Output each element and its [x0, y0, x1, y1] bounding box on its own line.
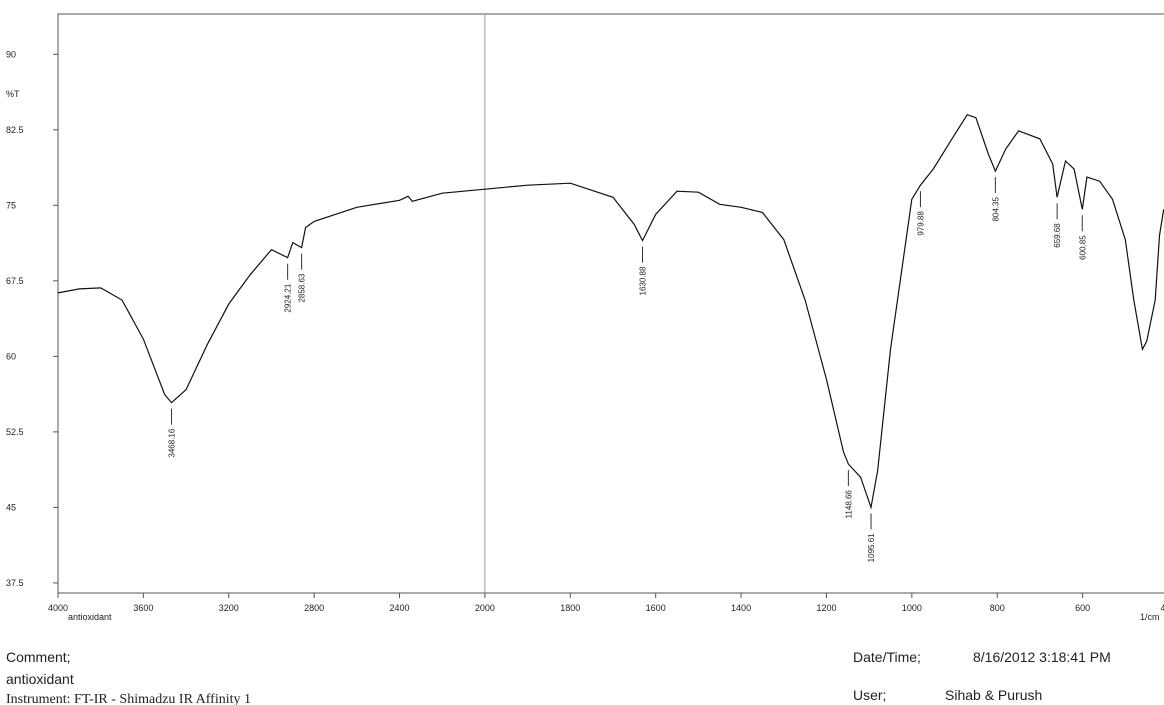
peak-label: 2924.21: [284, 283, 293, 312]
y-tick-label: 90: [6, 49, 16, 59]
x-tick-label: 400: [1160, 603, 1164, 613]
peak-label: 1148.66: [844, 490, 853, 519]
peak-label: 979.88: [916, 211, 925, 236]
y-tick-label: 45: [6, 502, 16, 512]
peak-label: 3468.16: [168, 428, 177, 457]
x-tick-label: 2000: [475, 603, 495, 613]
y-label: %T: [6, 89, 20, 99]
x-label: 1/cm: [1140, 612, 1160, 622]
x-tick-label: 1000: [902, 603, 922, 613]
x-tick-label: 1400: [731, 603, 751, 613]
instrument: Instrument: FT-IR - Shimadzu IR Affinity…: [6, 692, 251, 705]
x-tick-label: 3600: [133, 603, 153, 613]
peak-label: 659.68: [1053, 223, 1062, 248]
y-tick-label: 37.5: [6, 578, 24, 588]
x-tick-label: 3200: [219, 603, 239, 613]
x-tick-label: 1200: [816, 603, 836, 613]
peak-label: 1095.61: [867, 533, 876, 562]
peak-label: 2858.63: [298, 273, 307, 302]
x-tick-label: 1600: [646, 603, 666, 613]
y-tick-label: 82.5: [6, 125, 24, 135]
y-tick-label: 75: [6, 200, 16, 210]
x-tick-label: 1800: [560, 603, 580, 613]
comment-label: Comment;: [6, 649, 71, 665]
spectrum-line: [57, 113, 1164, 510]
peak-label: 1630.88: [639, 266, 648, 295]
date: 8/16/2012 3:18:41 PM: [973, 649, 1111, 665]
peak-label: 600.85: [1078, 235, 1087, 260]
comment: antioxidant: [6, 671, 74, 687]
y-tick-label: 52.5: [6, 427, 24, 437]
y-tick-label: 60: [6, 351, 16, 361]
x-tick-label: 800: [990, 603, 1005, 613]
peak-label: 804.35: [991, 197, 1000, 222]
sample-name: antioxidant: [68, 612, 112, 622]
x-tick-label: 600: [1075, 603, 1090, 613]
x-tick-label: 2800: [304, 603, 324, 613]
x-tick-label: 4000: [48, 603, 68, 613]
y-tick-label: 67.5: [6, 276, 24, 286]
plot-frame: [57, 13, 1164, 594]
date-label: Date/Time;: [853, 649, 921, 665]
user: Sihab & Purush: [945, 687, 1042, 703]
user-label: User;: [853, 687, 886, 703]
x-tick-label: 2400: [390, 603, 410, 613]
